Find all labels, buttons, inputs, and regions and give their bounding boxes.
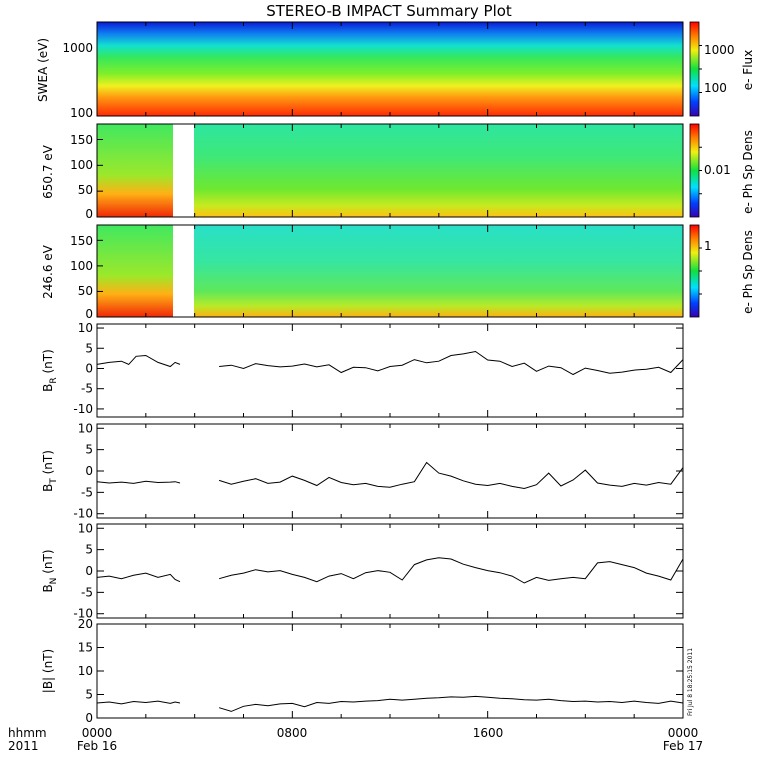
bt-ytick-label: 0 [85,464,93,478]
pa246-ytick-50: 50 [78,284,93,298]
br-trace [96,354,181,368]
bn-ylabel: BN (nT) [41,549,59,592]
bt-ytick-label: 10 [78,421,93,435]
swea-panel: 1000 100 SWEA (eV) 1000 100 e- Flux [36,21,755,120]
bn-trace [96,572,181,583]
bmag-ytick-label: 10 [78,664,93,678]
bn-panel: -10 -5 0 5 10 BN (nT) [41,521,684,621]
bt-ytick-label: 5 [85,443,93,457]
bn-trace [218,557,684,584]
bt-trace [96,480,181,484]
swea-spectrogram [97,22,683,116]
br-ytick-label: -10 [73,402,93,416]
bn-ytick-label: -10 [73,607,93,621]
plot-timestamp: Fri Jul 8 18:25:15 2011 [687,648,694,716]
br-trace [219,350,684,376]
bmag-frame [96,623,684,719]
pa650-ytick-0: 0 [85,207,93,221]
date-label-start: Feb 16 [77,739,117,753]
pa246-ytick-150: 150 [70,234,93,248]
swea-ytick-1000: 1000 [62,41,93,55]
pa650-cbtick: 0.01 [704,163,731,177]
bmag-trace [96,700,181,705]
pa246-ytick-0: 0 [85,307,93,321]
bt-ytick-label: -10 [73,507,93,521]
pa650-spectrogram [97,124,683,217]
pa650-panel: 150 100 50 0 650.7 eV 0.01 e- Ph Sp Dens [41,123,755,221]
bn-ytick-label: 5 [85,543,93,557]
pa650-data-gap [173,124,194,217]
pa650-early-interval [97,124,173,217]
pa650-ytick-100: 100 [70,158,93,172]
time-corner-2: 2011 [8,739,39,753]
bn-ytick-label: 0 [85,564,93,578]
pa246-ytick-100: 100 [70,259,93,273]
pa650-ytick-150: 150 [70,133,93,147]
br-ytick-label: -5 [81,382,93,396]
pa246-cblabel: e- Ph Sp Dens [741,230,755,314]
bt-frame [96,423,684,519]
swea-ylabel: SWEA (eV) [36,38,50,102]
pa650-ylabel: 650.7 eV [41,144,55,199]
bmag-trace [218,695,684,712]
pa246-panel: 150 100 50 0 246.6 eV 1 e- Ph Sp Dens [41,224,755,321]
swea-colorbar [689,21,700,117]
swea-ytick-100: 100 [70,106,93,120]
br-ytick-label: 0 [85,361,93,375]
time-label-0000: 0000 [82,726,113,740]
bt-trace [218,461,684,490]
swea-cbtick-100: 100 [704,81,727,95]
swea-cbtick-1000: 1000 [704,43,735,57]
pa246-ylabel: 246.6 eV [41,244,55,299]
time-label-0800: 0800 [277,726,308,740]
time-label-1600: 1600 [473,726,504,740]
bmag-ytick-label: 0 [85,711,93,725]
time-corner-1: hhmm [8,726,47,740]
bt-panel: -10 -5 0 5 10 BT (nT) [41,421,684,521]
pa246-early-interval [97,225,173,317]
bt-ytick-label: -5 [81,485,93,499]
pa650-ytick-50: 50 [78,183,93,197]
br-panel: -10 -5 0 5 10 BR (nT) [41,321,684,418]
bn-ytick-label: 10 [78,521,93,535]
bmag-ytick-label: 15 [78,641,93,655]
pa650-cblabel: e- Ph Sp Dens [741,130,755,214]
swea-cblabel: e- Flux [741,50,755,90]
br-ylabel: BR (nT) [41,349,59,392]
bmag-panel: 0 5 10 15 20 |B| (nT) [41,617,684,725]
date-label-end: Feb 17 [663,739,703,753]
br-ytick-label: 5 [85,341,93,355]
br-ytick-label: 10 [78,321,93,335]
plot-title: STEREO-B IMPACT Summary Plot [266,2,512,20]
pa246-spectrogram [97,225,683,317]
bn-ytick-label: -5 [81,585,93,599]
pa650-colorbar [689,123,700,218]
bmag-ytick-label: 5 [85,688,93,702]
bn-frame [96,523,684,619]
bmag-ytick-label: 20 [78,617,93,631]
pa246-data-gap [173,225,194,317]
pa246-colorbar [689,224,700,318]
pa246-cbtick: 1 [704,239,712,253]
bt-ylabel: BT (nT) [41,450,59,492]
bmag-ylabel: |B| (nT) [41,649,55,693]
time-axis: hhmm 2011 0000 0800 1600 0000 Feb 16 Feb… [8,726,703,753]
time-label-end: 0000 [668,726,699,740]
